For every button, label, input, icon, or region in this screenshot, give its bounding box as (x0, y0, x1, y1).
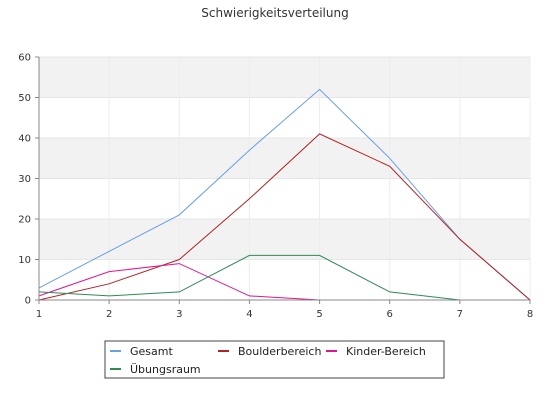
grid-band (39, 57, 530, 98)
grid-band (39, 219, 530, 260)
x-tick-label: 4 (246, 309, 252, 320)
legend: Gesamt Boulderbereich Kinder-Bereich Übungs… (104, 340, 445, 379)
series-line-kinder-bereich (38, 263, 320, 301)
series-line-übungsraum (38, 254, 460, 301)
legend-label: Kinder-Bereich (346, 345, 426, 358)
legend-label: Übungsraum (130, 363, 201, 376)
y-tick-label: 20 (18, 215, 31, 226)
x-axis-ticks: 1 2 3 4 5 6 7 8 (36, 300, 533, 320)
x-tick-label: 6 (387, 309, 393, 320)
y-tick-label: 10 (18, 255, 31, 266)
series-line-boulderbereich (38, 133, 531, 301)
grid-bands (38, 56, 531, 301)
x-tick-label: 2 (106, 309, 112, 320)
legend-box (104, 340, 445, 379)
legend-label: Boulderbereich (238, 345, 321, 358)
x-tick-label: 5 (316, 309, 322, 320)
x-tick-label: 1 (36, 309, 42, 320)
y-tick-label: 0 (25, 296, 31, 307)
y-tick-label: 60 (18, 53, 31, 64)
series-line-gesamt (38, 88, 531, 301)
x-tick-label: 8 (527, 309, 533, 320)
legend-label: Gesamt (130, 345, 173, 358)
y-tick-label: 40 (18, 134, 31, 145)
y-axis-ticks: 0 10 20 30 40 50 60 (18, 53, 39, 307)
grid-band (39, 138, 530, 179)
y-tick-label: 30 (18, 174, 31, 185)
chart-title: Schwierigkeitsverteilung (201, 6, 348, 20)
x-tick-label: 3 (176, 309, 182, 320)
x-tick-label: 7 (457, 309, 463, 320)
y-tick-label: 50 (18, 93, 31, 104)
series-lines (38, 88, 531, 301)
